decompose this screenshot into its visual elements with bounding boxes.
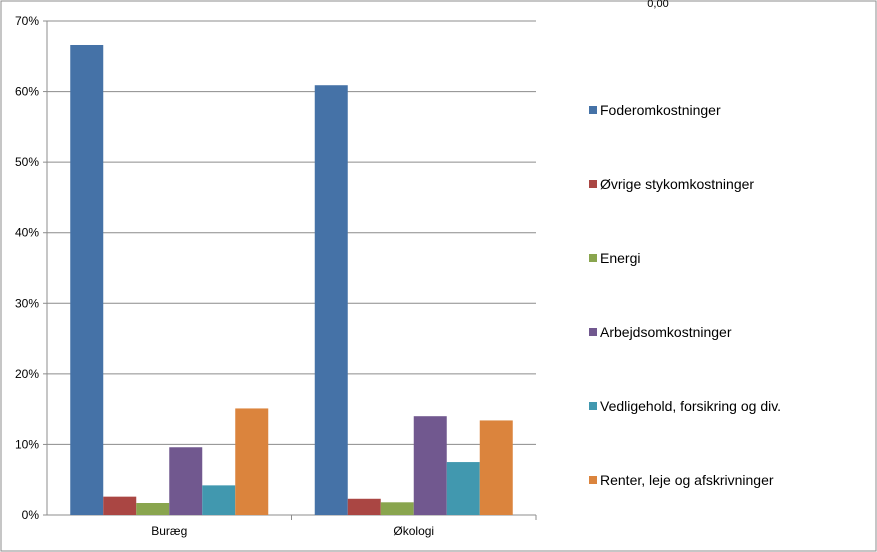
legend-swatch — [589, 106, 597, 114]
legend-label: Vedligehold, forsikring og div. — [600, 398, 781, 414]
y-tick-label: 0% — [22, 508, 40, 522]
bar — [70, 44, 104, 515]
legend: Foderomkostninger Øvrige stykomkostninger… — [589, 102, 781, 488]
y-tick-label: 50% — [15, 155, 39, 169]
legend-label: Energi — [600, 250, 640, 266]
y-tick-label: 70% — [15, 14, 39, 28]
bar — [103, 496, 137, 515]
legend-item: Øvrige stykomkostninger — [589, 176, 754, 192]
bar — [169, 447, 203, 515]
legend-swatch — [589, 254, 597, 262]
y-tick-label: 30% — [15, 296, 39, 310]
bar — [413, 416, 447, 515]
legend-swatch — [589, 180, 597, 188]
legend-label: Øvrige stykomkostninger — [600, 176, 754, 192]
legend-item: Foderomkostninger — [589, 102, 721, 118]
bar — [136, 503, 170, 515]
legend-label: Arbejdsomkostninger — [600, 324, 732, 340]
bar — [479, 420, 513, 515]
legend-item: Renter, leje og afskrivninger — [589, 472, 774, 488]
bar — [446, 462, 480, 515]
bar — [380, 502, 414, 515]
legend-swatch — [589, 328, 597, 336]
legend-swatch — [589, 476, 597, 484]
y-tick-label: 40% — [15, 226, 39, 240]
legend-item: Energi — [589, 250, 640, 266]
bar — [235, 408, 269, 515]
y-tick-label: 10% — [15, 437, 39, 451]
y-tick-label: 60% — [15, 85, 39, 99]
corner-note: 0,00 — [647, 0, 668, 10]
bar — [347, 498, 381, 515]
legend-label: Renter, leje og afskrivninger — [600, 472, 774, 488]
y-tick-label: 20% — [15, 367, 39, 381]
x-category-label: Buræg — [151, 524, 187, 538]
legend-label: Foderomkostninger — [600, 102, 721, 118]
plot-area: 0% 10% 20% 30% 40% 50% 60% 70% Buræg Økologi — [15, 14, 537, 538]
bar — [202, 485, 236, 515]
legend-item: Vedligehold, forsikring og div. — [589, 398, 781, 414]
x-category-label: Økologi — [393, 524, 434, 538]
legend-swatch — [589, 402, 597, 410]
legend-item: Arbejdsomkostninger — [589, 324, 732, 340]
bar — [314, 85, 348, 515]
